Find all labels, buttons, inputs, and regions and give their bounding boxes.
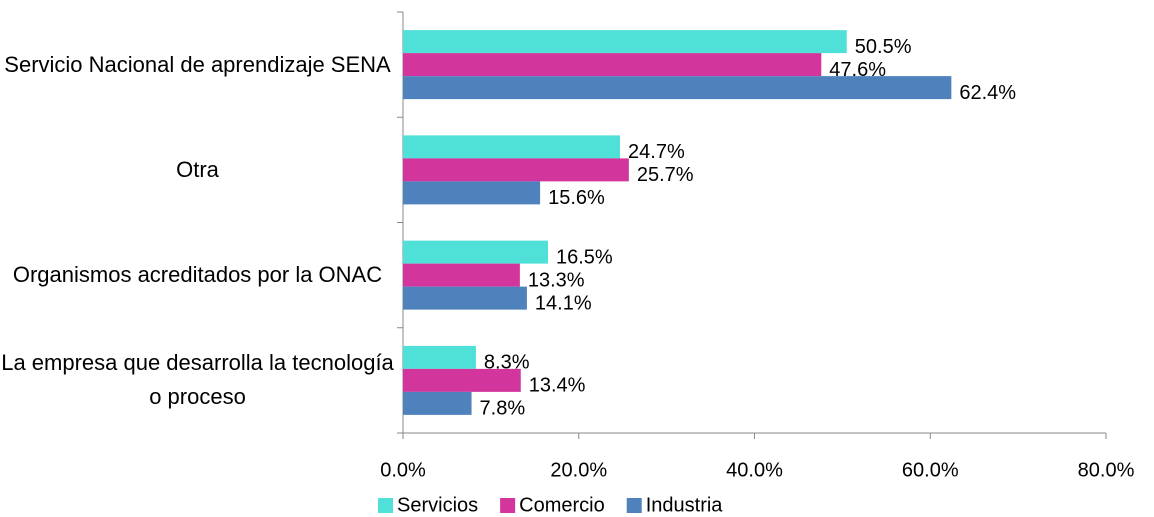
value-label: 8.3% <box>484 352 530 374</box>
legend-swatch <box>626 498 642 513</box>
x-tick-label: 80.0% <box>1078 459 1135 481</box>
bar <box>403 181 541 205</box>
legend-label: Industria <box>646 494 724 516</box>
legend-swatch <box>500 498 516 513</box>
legend-label: Servicios <box>397 494 478 516</box>
bar <box>403 240 548 264</box>
x-tick-label: 0.0% <box>380 459 426 481</box>
bar <box>403 53 822 77</box>
value-label: 13.4% <box>529 375 586 397</box>
bar <box>403 286 527 310</box>
bar <box>403 345 476 369</box>
bar <box>403 391 472 415</box>
y-tick-label: Otra <box>176 156 219 182</box>
y-tick-label: Organismos acreditados por la ONAC <box>12 262 383 288</box>
legend-label: Comercio <box>519 494 605 516</box>
value-label: 24.7% <box>628 141 685 163</box>
value-label: 50.5% <box>855 36 912 58</box>
bar <box>403 76 952 100</box>
value-label: 13.3% <box>528 269 585 291</box>
value-label: 15.6% <box>548 187 605 209</box>
x-tick-label: 40.0% <box>726 459 783 481</box>
value-label: 16.5% <box>556 246 613 268</box>
value-label: 62.4% <box>959 82 1016 104</box>
x-tick-label: 20.0% <box>550 459 607 481</box>
value-label: 7.8% <box>480 398 526 420</box>
value-label: 47.6% <box>829 59 886 81</box>
y-tick-label: La empresa que desarrolla la tecnología … <box>1 350 394 410</box>
bar <box>403 30 847 54</box>
value-label: 25.7% <box>637 164 694 186</box>
legend-swatch <box>378 498 393 513</box>
x-tick-label: 60.0% <box>902 459 959 481</box>
bar <box>403 158 629 182</box>
bar <box>403 135 621 159</box>
bar <box>403 368 521 392</box>
y-tick-label: Servicio Nacional de aprendizaje SENA <box>4 51 391 77</box>
bar <box>403 263 520 287</box>
value-label: 14.1% <box>535 292 592 314</box>
